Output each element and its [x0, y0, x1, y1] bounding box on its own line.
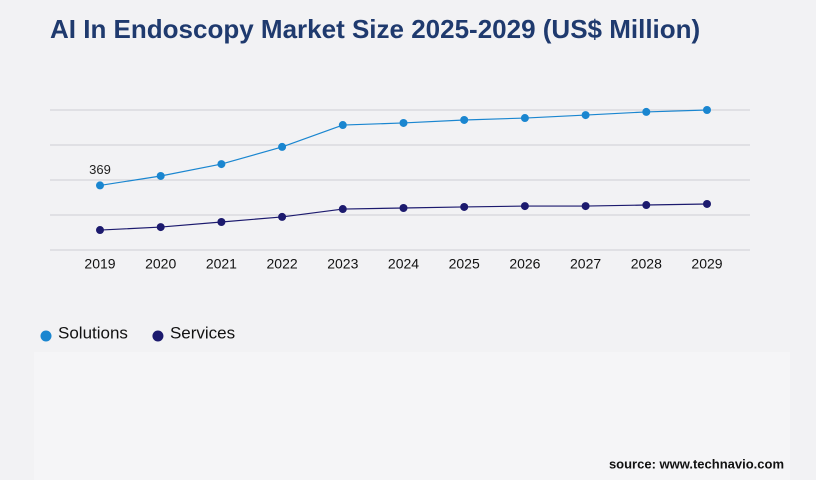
legend-label: Services — [170, 323, 235, 342]
data-point — [520, 202, 529, 211]
data-point — [156, 223, 165, 232]
data-point — [581, 111, 590, 120]
data-point — [278, 212, 287, 221]
x-tick-label: 2026 — [509, 256, 540, 272]
x-tick-label: 2024 — [388, 256, 419, 272]
data-point — [399, 118, 408, 127]
x-tick-label: 2020 — [145, 256, 176, 272]
legend-marker — [152, 330, 164, 342]
data-point — [338, 121, 347, 130]
data-point — [278, 142, 287, 151]
data-point — [520, 114, 529, 123]
data-point — [156, 171, 165, 180]
data-point — [581, 202, 590, 211]
source: source: www.technavio.com — [609, 456, 784, 471]
x-tick-label: 2021 — [206, 256, 237, 272]
panel — [34, 352, 790, 480]
data-label: 369 — [89, 162, 111, 177]
data-point — [338, 205, 347, 214]
data-point — [460, 115, 469, 124]
legend-label: Solutions — [58, 323, 128, 342]
data-point — [642, 201, 651, 210]
x-tick-label: 2028 — [631, 256, 662, 272]
x-tick-label: 2022 — [267, 256, 298, 272]
data-point — [217, 160, 226, 169]
data-point — [703, 106, 711, 114]
x-tick-label: 2019 — [84, 256, 115, 272]
data-point — [96, 181, 104, 190]
data-point — [460, 202, 469, 211]
data-point — [399, 204, 408, 212]
data-point — [703, 199, 711, 208]
data-point — [217, 218, 226, 226]
data-point — [642, 107, 651, 116]
chart-title: AI In Endoscopy Market Size 2025-2029 (U… — [50, 14, 700, 44]
x-tick-label: 2027 — [570, 256, 601, 272]
x-tick-label: 2025 — [449, 256, 480, 272]
x-tick-label: 2023 — [327, 256, 358, 272]
legend-marker — [40, 330, 52, 342]
data-point — [96, 226, 104, 235]
x-tick-label: 2029 — [691, 256, 722, 272]
